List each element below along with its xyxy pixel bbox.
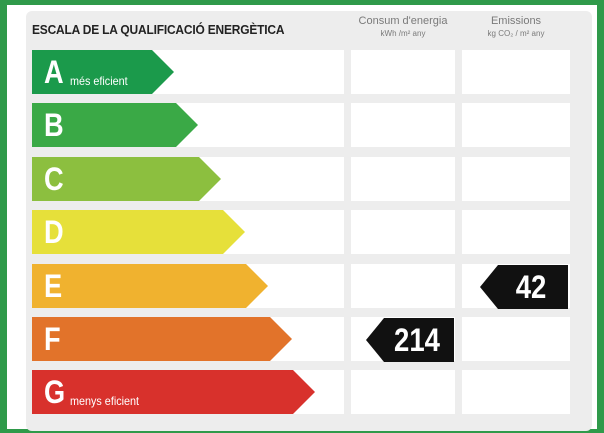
grade-arrow-g — [32, 370, 315, 414]
grade-row-b: B — [32, 103, 570, 147]
consumption-cell — [351, 264, 455, 308]
grade-letter: E — [44, 268, 63, 304]
consumption-header: Consum d'energia kWh /m² any — [351, 14, 455, 40]
consumption-cell — [351, 50, 455, 94]
emissions-header: Emissions kg CO₂ / m² any — [462, 14, 570, 40]
emissions-cell — [462, 157, 570, 201]
emissions-cell — [462, 210, 570, 254]
grade-arrow-a — [32, 50, 174, 94]
emissions-cell — [462, 317, 570, 361]
scale-title: ESCALA DE LA QUALIFICACIÓ ENERGÈTICA — [32, 22, 285, 37]
grade-arrow-d — [32, 210, 245, 254]
grade-row-d: D — [32, 210, 570, 254]
emissions-cell — [462, 103, 570, 147]
marker-value: 42 — [515, 269, 547, 305]
grade-row-e: E — [32, 264, 570, 308]
grade-letter: F — [44, 321, 61, 357]
grade-letter: C — [44, 161, 64, 197]
consumption-cell — [351, 157, 455, 201]
grade-arrow-c — [32, 157, 221, 201]
grade-row-c: C — [32, 157, 570, 201]
marker-value: 214 — [394, 322, 440, 358]
grade-letter: A — [44, 54, 64, 90]
grade-caption: menys eficient — [70, 394, 140, 408]
consumption-cell — [351, 210, 455, 254]
consumption-header-label: Consum d'energia — [358, 15, 448, 27]
emissions-rating-marker: 42 — [480, 265, 568, 309]
emissions-cell — [462, 50, 570, 94]
marker-shape — [480, 265, 568, 309]
grade-caption: més eficient — [70, 74, 128, 88]
emissions-cell — [462, 370, 570, 414]
consumption-rating-marker: 214 — [366, 318, 454, 362]
consumption-cell — [351, 370, 455, 414]
emissions-header-label: Emissions — [490, 15, 542, 27]
grade-letter: D — [44, 214, 64, 250]
consumption-cell — [351, 103, 455, 147]
emissions-header-unit: kg CO₂ / m² any — [487, 29, 545, 38]
grade-letter: G — [44, 374, 66, 410]
consumption-header-unit: kWh /m² any — [380, 29, 426, 38]
grade-arrow-b — [32, 103, 198, 147]
grade-arrow-e — [32, 264, 268, 308]
grade-row-f: F — [32, 317, 570, 361]
grade-letter: B — [44, 107, 64, 143]
marker-shape — [366, 318, 454, 362]
grade-arrow-f — [32, 317, 292, 361]
